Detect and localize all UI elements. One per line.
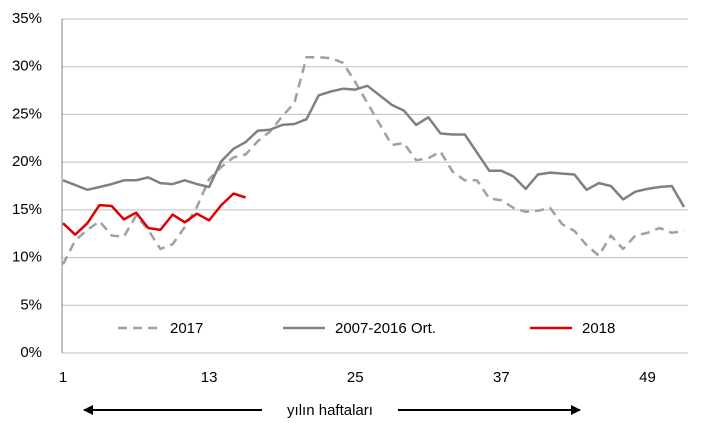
legend-label: 2018 <box>582 320 615 337</box>
y-tick-label: 10% <box>12 249 42 266</box>
x-tick-label: 25 <box>347 369 364 386</box>
legend-label: 2017 <box>170 320 203 337</box>
y-tick-label: 20% <box>12 153 42 170</box>
y-tick-label: 5% <box>20 296 42 313</box>
annotation: yılın haftaları <box>287 402 373 419</box>
y-tick-label: 15% <box>12 201 42 218</box>
x-tick-label: 49 <box>639 369 656 386</box>
y-tick-label: 25% <box>12 105 42 122</box>
legend-label: 2007-2016 Ort. <box>335 320 436 337</box>
x-tick-label: 13 <box>201 369 218 386</box>
y-tick-label: 30% <box>12 58 42 75</box>
series-line <box>62 192 246 236</box>
series-line <box>62 84 686 208</box>
x-tick-label: 37 <box>493 369 510 386</box>
series-line <box>61 55 685 265</box>
x-tick-label: 1 <box>59 369 67 386</box>
y-tick-label: 0% <box>20 344 42 361</box>
y-tick-label: 35% <box>12 10 42 27</box>
